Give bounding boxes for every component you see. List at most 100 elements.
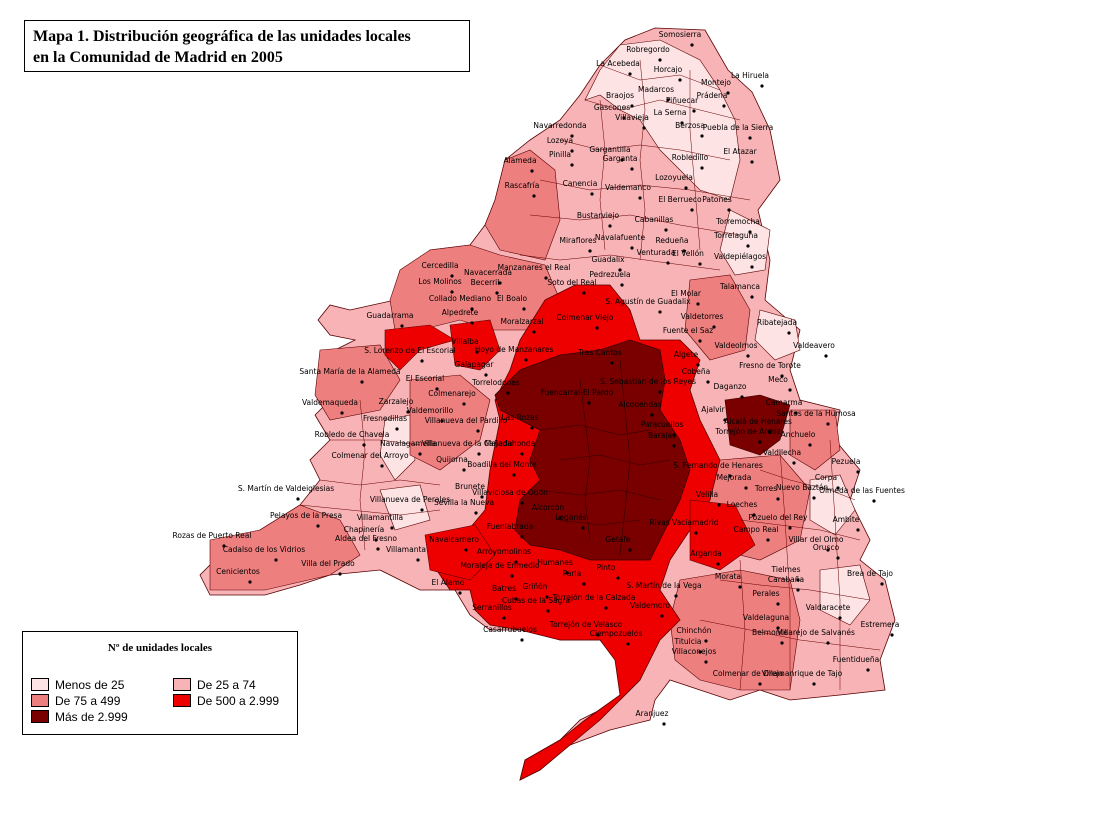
municipality-capital-dot bbox=[630, 167, 634, 171]
municipality-label: Villanueva del Pardillo bbox=[425, 416, 508, 425]
municipality-capital-dot bbox=[717, 503, 721, 507]
municipality-capital-dot bbox=[678, 78, 682, 82]
municipality-capital-dot bbox=[808, 443, 812, 447]
region-500-2999-navalcarnero bbox=[424, 524, 496, 581]
municipality-label: Miraflores bbox=[560, 236, 597, 245]
municipality-capital-dot bbox=[502, 616, 506, 620]
municipality-capital-dot bbox=[880, 582, 884, 586]
municipality-capital-dot bbox=[462, 468, 466, 472]
municipality-capital-dot bbox=[824, 354, 828, 358]
municipality-capital-dot bbox=[760, 84, 764, 88]
municipality-label: Pedrezuela bbox=[589, 270, 630, 279]
municipality-label: S. Martín de Valdeiglesias bbox=[238, 484, 334, 493]
municipality-labels-layer: Somosierra Robregordo La Acebeda Horcajo Mad… bbox=[173, 30, 905, 726]
municipality-capital-dot bbox=[582, 582, 586, 586]
municipality-label: Villa del Prado bbox=[301, 559, 355, 568]
municipality-label: Colmenar Viejo bbox=[557, 313, 614, 322]
municipality-capital-dot bbox=[704, 660, 708, 664]
municipality-label: Chinchón bbox=[676, 626, 711, 635]
municipality-capital-dot bbox=[836, 556, 840, 560]
municipality-capital-dot bbox=[872, 499, 876, 503]
municipality-label: Valdetorres bbox=[681, 312, 724, 321]
region-75-499-west bbox=[314, 344, 401, 421]
municipality-label: Somosierra bbox=[659, 30, 701, 39]
municipality-capital-dot bbox=[595, 326, 599, 330]
municipality-label: Aranjuez bbox=[636, 709, 669, 718]
legend-item-menos-25: Menos de 25 bbox=[31, 678, 124, 693]
municipality-label: Nuevo Baztán bbox=[776, 483, 829, 492]
municipality-capital-dot bbox=[628, 548, 632, 552]
municipality-capital-dot bbox=[565, 571, 569, 575]
region-500-2999-villalba bbox=[449, 319, 501, 371]
municipality-capital-dot bbox=[698, 262, 702, 266]
municipality-capital-dot bbox=[316, 524, 320, 528]
municipality-capital-dot bbox=[758, 440, 762, 444]
municipality-capital-dot bbox=[374, 538, 378, 542]
municipality-capital-dot bbox=[796, 588, 800, 592]
municipality-capital-dot bbox=[587, 401, 591, 405]
municipality-label: El Vellón bbox=[672, 249, 704, 258]
municipality-capital-dot bbox=[722, 104, 726, 108]
municipality-capital-dot bbox=[588, 249, 592, 253]
municipality-label: Batres bbox=[492, 584, 516, 593]
municipality-label: Barajas bbox=[648, 431, 676, 440]
municipality-capital-dot bbox=[416, 558, 420, 562]
municipality-label: Villarejo de Salvanés bbox=[777, 628, 855, 637]
municipality-label: Puebla de la Sierra bbox=[703, 123, 774, 132]
municipality-capital-dot bbox=[766, 538, 770, 542]
municipality-capital-dot bbox=[608, 224, 612, 228]
municipality-capital-dot bbox=[744, 486, 748, 490]
municipality-capital-dot bbox=[520, 452, 524, 456]
legend-item-mas-2999: Más de 2.999 bbox=[31, 710, 128, 725]
municipality-capital-dot bbox=[684, 186, 688, 190]
municipality-label: Boadilla del Monte bbox=[467, 460, 537, 469]
municipality-capital-dot bbox=[750, 295, 754, 299]
municipality-label: Talamanca bbox=[719, 282, 760, 291]
municipality-capital-dot bbox=[787, 331, 791, 335]
municipality-capital-dot bbox=[826, 422, 830, 426]
municipality-capital-dot bbox=[622, 116, 626, 120]
municipality-label: Navalagamella bbox=[380, 439, 436, 448]
municipality-capital-dot bbox=[596, 633, 600, 637]
municipality-capital-dot bbox=[672, 433, 676, 437]
municipality-capital-dot bbox=[514, 560, 518, 564]
municipality-capital-dot bbox=[474, 511, 478, 515]
municipality-label: Torrejón de Ardoz bbox=[714, 427, 780, 436]
municipality-label: Gascones bbox=[594, 103, 630, 112]
municipality-label: Horcajo bbox=[654, 65, 683, 74]
municipality-capital-dot bbox=[727, 208, 731, 212]
municipality-capital-dot bbox=[620, 158, 624, 162]
municipality-capital-dot bbox=[750, 160, 754, 164]
municipality-label: Brea de Tajo bbox=[847, 569, 893, 578]
municipality-label: Las Rozas bbox=[502, 413, 539, 422]
municipality-label: Daganzo bbox=[713, 382, 746, 391]
municipality-capital-dot bbox=[512, 473, 516, 477]
municipality-label: Aldea del Fresno bbox=[335, 534, 397, 543]
municipality-label: Paracuellos bbox=[641, 420, 684, 429]
municipality-label: Pelayos de la Presa bbox=[270, 511, 342, 520]
map-title: Mapa 1. Distribución geográfica de las u… bbox=[24, 20, 470, 72]
map-title-line-1: Mapa 1. Distribución geográfica de las u… bbox=[33, 28, 411, 45]
municipality-capital-dot bbox=[532, 330, 536, 334]
municipality-label: Ajalvir bbox=[701, 405, 725, 414]
region-500-2999-sanlorenzo bbox=[384, 324, 456, 371]
municipality-label: Valdeavero bbox=[793, 341, 835, 350]
region-menos25-southwest bbox=[379, 484, 431, 531]
municipality-label: Valdemanco bbox=[605, 183, 651, 192]
municipality-capital-dot bbox=[520, 638, 524, 642]
municipality-capital-dot bbox=[570, 163, 574, 167]
municipality-capital-dot bbox=[604, 606, 608, 610]
municipality-capital-dot bbox=[495, 291, 499, 295]
municipality-capital-dot bbox=[752, 513, 756, 517]
municipality-label: Becerril bbox=[471, 278, 500, 287]
municipality-label: Villanueva de Perales bbox=[370, 495, 450, 504]
municipality-capital-dot bbox=[694, 531, 698, 535]
municipality-label: Titulcia bbox=[673, 637, 701, 646]
municipality-label: La Serna bbox=[654, 108, 687, 117]
legend-label-75-499: De 75 a 499 bbox=[55, 694, 121, 708]
municipality-capital-dot bbox=[524, 358, 528, 362]
municipality-capital-dot bbox=[470, 321, 474, 325]
municipality-capital-dot bbox=[590, 192, 594, 196]
municipality-label: Loeches bbox=[727, 500, 758, 509]
